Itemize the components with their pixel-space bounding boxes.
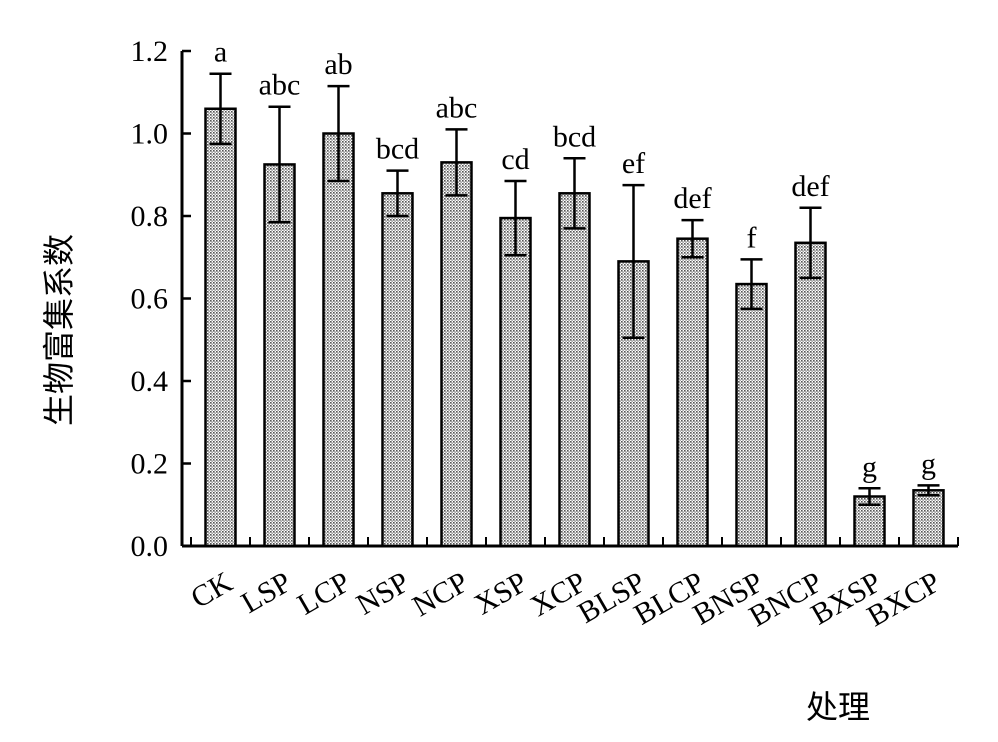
- significance-label: ab: [324, 48, 352, 81]
- significance-label: g: [921, 447, 936, 480]
- y-tick-label: 0.4: [131, 365, 169, 398]
- bar: [440, 161, 473, 548]
- y-tick-label: 1.2: [131, 35, 169, 68]
- bar: [204, 107, 237, 548]
- significance-label: abc: [436, 91, 478, 124]
- bar: [735, 282, 768, 548]
- bar: [499, 216, 532, 548]
- bar: [558, 192, 591, 548]
- bar: [322, 132, 355, 548]
- significance-label: cd: [501, 143, 529, 176]
- significance-label: ef: [622, 147, 645, 180]
- significance-label: bcd: [553, 120, 596, 153]
- significance-label: def: [673, 182, 711, 215]
- category-label: NSP: [351, 565, 415, 621]
- bar: [676, 237, 709, 548]
- significance-label: g: [862, 450, 877, 483]
- significance-label: abc: [259, 69, 301, 102]
- y-tick-label: 0.0: [131, 530, 169, 563]
- significance-label: f: [747, 221, 757, 254]
- category-label: LCP: [292, 565, 356, 621]
- y-axis-title: 生物富集系数: [41, 234, 77, 426]
- category-label: NCP: [407, 565, 474, 623]
- bar: [381, 192, 414, 548]
- y-tick-label: 0.8: [131, 200, 169, 233]
- y-tick-label: 0.6: [131, 283, 169, 316]
- category-label: XSP: [469, 565, 533, 621]
- bar: [912, 489, 945, 548]
- significance-label: def: [791, 170, 829, 203]
- significance-label: a: [214, 36, 227, 69]
- y-tick-label: 0.2: [131, 448, 169, 481]
- bar: [794, 241, 827, 548]
- category-label: CK: [185, 565, 238, 615]
- bar: [263, 163, 296, 548]
- plot-area: 0.0 0.2 0.4 0.6 0.8 1.0 1.2 a CK abc LSP ab LCP bcd NS…: [131, 35, 959, 633]
- category-label: LSP: [236, 565, 297, 619]
- significance-label: bcd: [376, 133, 419, 166]
- y-tick-label: 1.0: [131, 118, 169, 151]
- x-axis-title: 处理: [806, 689, 870, 725]
